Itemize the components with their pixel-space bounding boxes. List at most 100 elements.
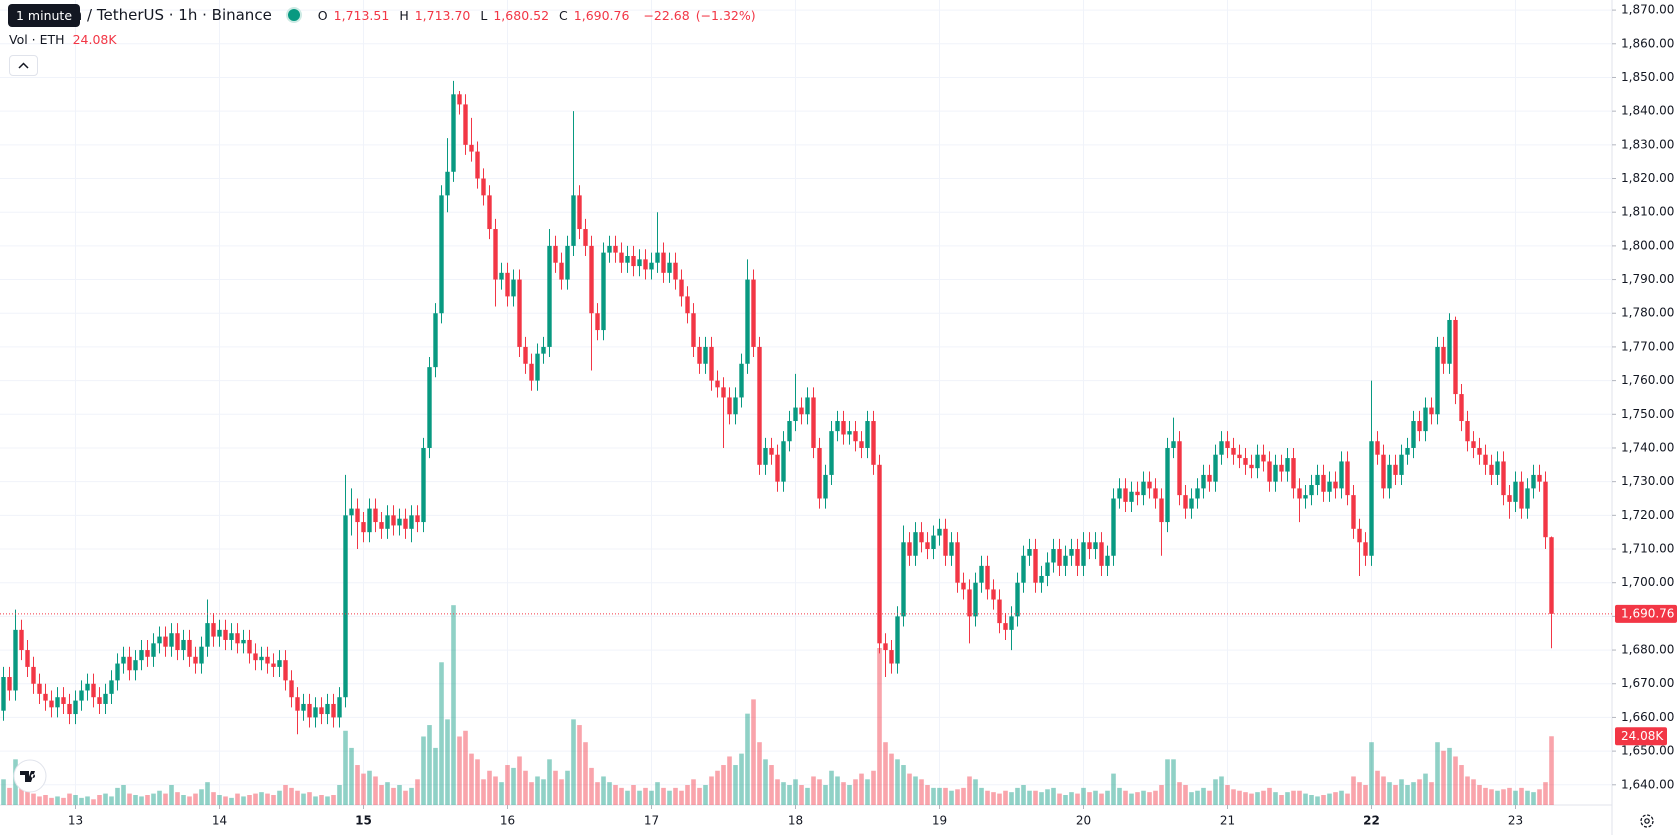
candle-body: [1111, 498, 1116, 556]
volume-bar: [1219, 776, 1224, 805]
volume-bar: [199, 789, 204, 805]
candle-body: [1441, 346, 1446, 364]
candle-body: [523, 346, 528, 364]
candle-body: [1201, 474, 1206, 489]
volume-bar: [1195, 790, 1200, 805]
ohlc-key: L: [480, 7, 488, 23]
volume-bar: [1549, 736, 1554, 805]
volume-bar: [823, 785, 828, 805]
candle-body: [1543, 481, 1548, 538]
candle-body: [1261, 454, 1266, 462]
candle-body: [1537, 474, 1542, 482]
candle-body: [1225, 441, 1230, 448]
volume-bar: [271, 795, 276, 805]
candle-body: [331, 703, 336, 718]
volume-bar: [493, 776, 498, 805]
candle-body: [1345, 461, 1350, 496]
volume-bar: [1225, 785, 1230, 805]
candle-body: [871, 421, 876, 465]
candle-body: [487, 195, 492, 230]
volume-bar: [919, 779, 924, 805]
volume-bar: [1357, 782, 1362, 805]
y-tick-label: 1,700.00: [1621, 575, 1674, 589]
y-tick-label: 1,780.00: [1621, 306, 1674, 320]
volume-bar: [49, 797, 54, 805]
ohlc-value: 1,690.76: [573, 7, 630, 23]
volume-bar: [1333, 792, 1338, 805]
volume-bar: [631, 785, 636, 805]
volume-bar: [1309, 795, 1314, 805]
candle-body: [139, 650, 144, 661]
candle-body: [7, 677, 12, 691]
candle-body: [1147, 481, 1152, 489]
ohlc-key: O: [317, 7, 328, 23]
volume-bar: [1495, 790, 1500, 805]
volume-axis-label: 24.08K: [1621, 729, 1664, 743]
volume-bar: [1507, 787, 1512, 805]
candle-body: [1021, 555, 1026, 583]
volume-bar: [247, 795, 252, 805]
candle-body: [787, 421, 792, 442]
volume-bar: [1339, 790, 1344, 805]
ohlc-key: C: [559, 7, 568, 23]
candle-body: [325, 703, 330, 715]
candle-body: [883, 643, 888, 651]
candle-body: [1459, 394, 1464, 422]
candle-body: [25, 650, 30, 667]
volume-bar: [805, 787, 810, 805]
candle-body: [685, 296, 690, 314]
candle-body: [835, 421, 840, 432]
volume-bar: [1, 779, 6, 805]
candle-body: [619, 252, 624, 263]
candle-body: [841, 421, 846, 435]
volume-bar: [781, 782, 786, 805]
candle-body: [601, 252, 606, 331]
volume-bar: [847, 785, 852, 805]
market-status[interactable]: [285, 7, 302, 23]
y-tick-label: 1,750.00: [1621, 407, 1674, 421]
candle-body: [583, 229, 588, 246]
y-tick-label: 1,710.00: [1621, 542, 1674, 556]
candle-body: [457, 94, 462, 105]
volume-value: 24.08K: [72, 32, 117, 47]
candle-body: [877, 464, 882, 644]
candle-body: [229, 633, 234, 640]
volume-bar: [751, 699, 756, 805]
volume-bar: [61, 797, 66, 805]
volume-bar: [811, 776, 816, 805]
volume-bar: [865, 779, 870, 805]
candle-body: [565, 245, 570, 280]
volume-bar: [1327, 793, 1332, 805]
volume-bar: [421, 736, 426, 805]
candle-body: [847, 431, 852, 435]
volume-bar: [175, 792, 180, 805]
collapse-button[interactable]: [9, 55, 38, 76]
y-tick-label: 1,770.00: [1621, 339, 1674, 353]
volume-series: [1, 605, 1554, 805]
volume-bar: [757, 742, 762, 805]
volume-bar: [187, 796, 192, 805]
candle-body: [1267, 461, 1272, 482]
volume-bar: [1411, 782, 1416, 805]
volume-bar: [637, 790, 642, 805]
candle-body: [775, 454, 780, 482]
candle-body: [1033, 549, 1038, 583]
candle-body: [1237, 454, 1242, 459]
candle-body: [1381, 454, 1386, 489]
candle-body: [703, 346, 708, 364]
candle-body: [745, 279, 750, 364]
settings-button[interactable]: [1640, 814, 1654, 828]
volume-bar: [1063, 795, 1068, 805]
candle-body: [781, 441, 786, 482]
candle-body: [739, 363, 744, 398]
volume-title[interactable]: Vol · ETH: [9, 32, 65, 47]
candle-body: [205, 623, 210, 647]
candle-body: [1081, 542, 1086, 566]
candle-body: [271, 663, 276, 667]
volume-bar: [571, 719, 576, 805]
volume-bar: [1345, 793, 1350, 805]
volume-bar: [973, 779, 978, 805]
candle-body: [289, 680, 294, 698]
y-tick-label: 1,840.00: [1621, 104, 1674, 118]
volume-bar: [1075, 793, 1080, 805]
